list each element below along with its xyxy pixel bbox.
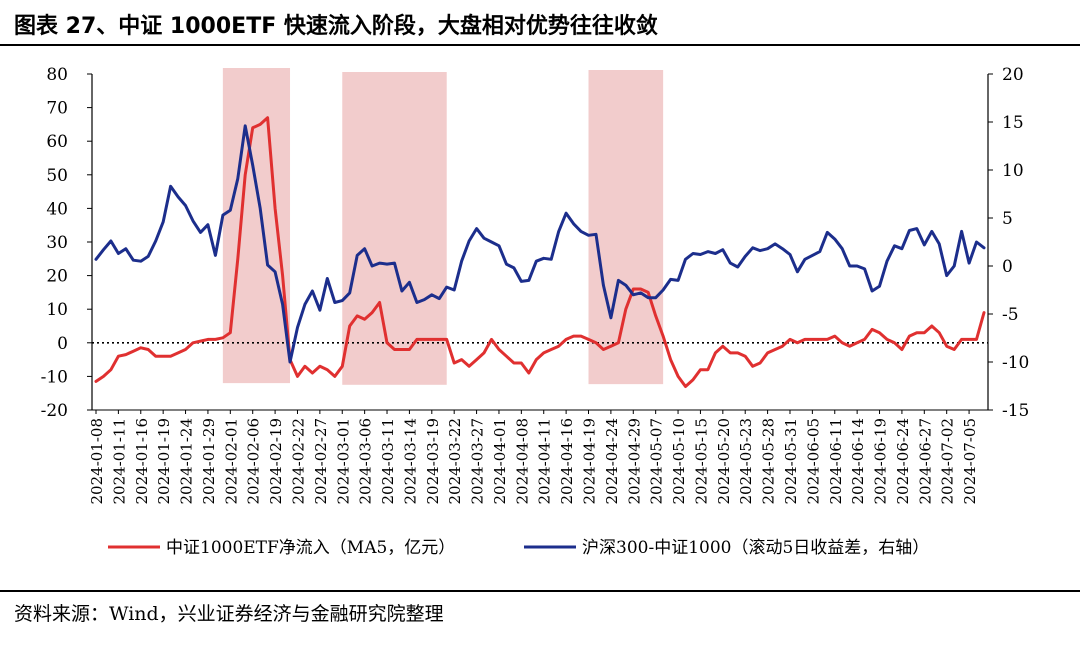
- series-lines: [94, 116, 986, 388]
- right-tick-label: 15: [1002, 113, 1024, 133]
- x-tick-label: 2024-01-16: [133, 418, 151, 504]
- right-tick-label: 10: [1002, 161, 1024, 181]
- x-tick-label: 2024-05-15: [692, 418, 710, 504]
- x-tick-label: 2024-04-08: [513, 418, 531, 504]
- left-tick-label: 30: [46, 233, 68, 253]
- x-tick-label: 2024-06-14: [849, 418, 867, 504]
- right-tick-label: 5: [1002, 209, 1013, 229]
- x-tick-label: 2024-04-01: [491, 418, 509, 504]
- source-note: 资料来源：Wind，兴业证券经济与金融研究院整理: [14, 603, 444, 625]
- figure-title: 图表 27、中证 1000ETF 快速流入阶段，大盘相对优势往往收敛: [14, 14, 658, 39]
- x-tick-label: 2024-06-19: [872, 418, 890, 504]
- left-tick-label: 10: [46, 300, 68, 320]
- x-tick-label: 2024-03-11: [379, 418, 397, 504]
- legend-label-etf-inflow: 中证1000ETF净流入（MA5，亿元）: [166, 538, 455, 558]
- left-tick-label: 80: [46, 65, 68, 85]
- left-tick-label: 0: [57, 334, 68, 354]
- right-tick-label: 20: [1002, 65, 1024, 85]
- title-rule: [0, 44, 1080, 46]
- left-tick-label: -20: [41, 401, 68, 421]
- shaded-period: [588, 70, 664, 385]
- x-tick-label: 2024-05-07: [648, 418, 666, 504]
- x-tick-label: 2024-06-27: [916, 418, 934, 504]
- x-tick-label: 2024-04-19: [581, 418, 599, 504]
- x-tick-label: 2024-03-01: [334, 418, 352, 504]
- right-tick-label: -15: [1002, 401, 1029, 421]
- series-line-return-spread: [94, 124, 986, 364]
- x-tick-label: 2024-01-19: [155, 418, 173, 504]
- x-tick-label: 2024-06-24: [894, 418, 912, 504]
- x-tick-label: 2024-03-14: [401, 418, 419, 504]
- right-tick-label: -5: [1002, 305, 1019, 325]
- x-tick-label: 2024-04-29: [625, 418, 643, 504]
- x-tick-label: 2024-03-27: [469, 418, 487, 504]
- x-tick-label: 2024-07-05: [961, 418, 979, 504]
- x-tick-label: 2024-05-20: [715, 418, 733, 504]
- right-tick-label: 0: [1002, 257, 1013, 277]
- x-tick-label: 2024-03-22: [446, 418, 464, 504]
- left-tick-label: 40: [46, 199, 68, 219]
- x-tick-label: 2024-03-06: [357, 418, 375, 504]
- x-tick-label: 2024-07-02: [939, 418, 957, 504]
- right-tick-label: -10: [1002, 353, 1029, 373]
- legend: 中证1000ETF净流入（MA5，亿元） 沪深300-中证1000（滚动5日收益差…: [108, 538, 929, 558]
- x-tick-label: 2024-05-31: [782, 418, 800, 504]
- axes: -20-1001020304050607080-15-10-5051015202…: [41, 65, 1030, 504]
- x-tick-label: 2024-02-06: [245, 418, 263, 504]
- x-tick-label: 2024-06-05: [804, 418, 822, 504]
- x-tick-label: 2024-03-19: [424, 418, 442, 504]
- left-tick-label: 70: [46, 99, 68, 119]
- source-rule: [0, 590, 1080, 592]
- x-tick-label: 2024-02-27: [312, 418, 330, 504]
- shaded-period: [342, 72, 447, 385]
- x-tick-label: 2024-01-11: [110, 418, 128, 504]
- x-tick-label: 2024-02-01: [222, 418, 240, 504]
- x-tick-label: 2024-06-11: [827, 418, 845, 504]
- x-tick-label: 2024-02-19: [267, 418, 285, 504]
- x-tick-label: 2024-05-23: [737, 418, 755, 504]
- left-tick-label: 60: [46, 132, 68, 152]
- x-tick-label: 2024-01-29: [200, 418, 218, 504]
- left-tick-label: -10: [41, 367, 68, 387]
- x-tick-label: 2024-04-11: [536, 418, 554, 504]
- left-tick-label: 20: [46, 267, 68, 287]
- left-tick-label: 50: [46, 166, 68, 186]
- x-tick-label: 2024-01-24: [178, 418, 196, 504]
- x-tick-label: 2024-05-10: [670, 418, 688, 504]
- x-tick-label: 2024-05-28: [760, 418, 778, 504]
- x-tick-label: 2024-04-24: [603, 418, 621, 504]
- chart: -20-1001020304050607080-15-10-5051015202…: [41, 65, 1030, 558]
- series-line-etf-inflow: [94, 116, 986, 388]
- x-tick-label: 2024-02-22: [289, 418, 307, 504]
- shaded-periods: [222, 68, 664, 385]
- x-tick-label: 2024-04-16: [558, 418, 576, 504]
- shaded-period: [222, 68, 291, 384]
- x-tick-label: 2024-01-08: [88, 418, 106, 504]
- legend-label-return-spread: 沪深300-中证1000（滚动5日收益差，右轴）: [582, 538, 929, 558]
